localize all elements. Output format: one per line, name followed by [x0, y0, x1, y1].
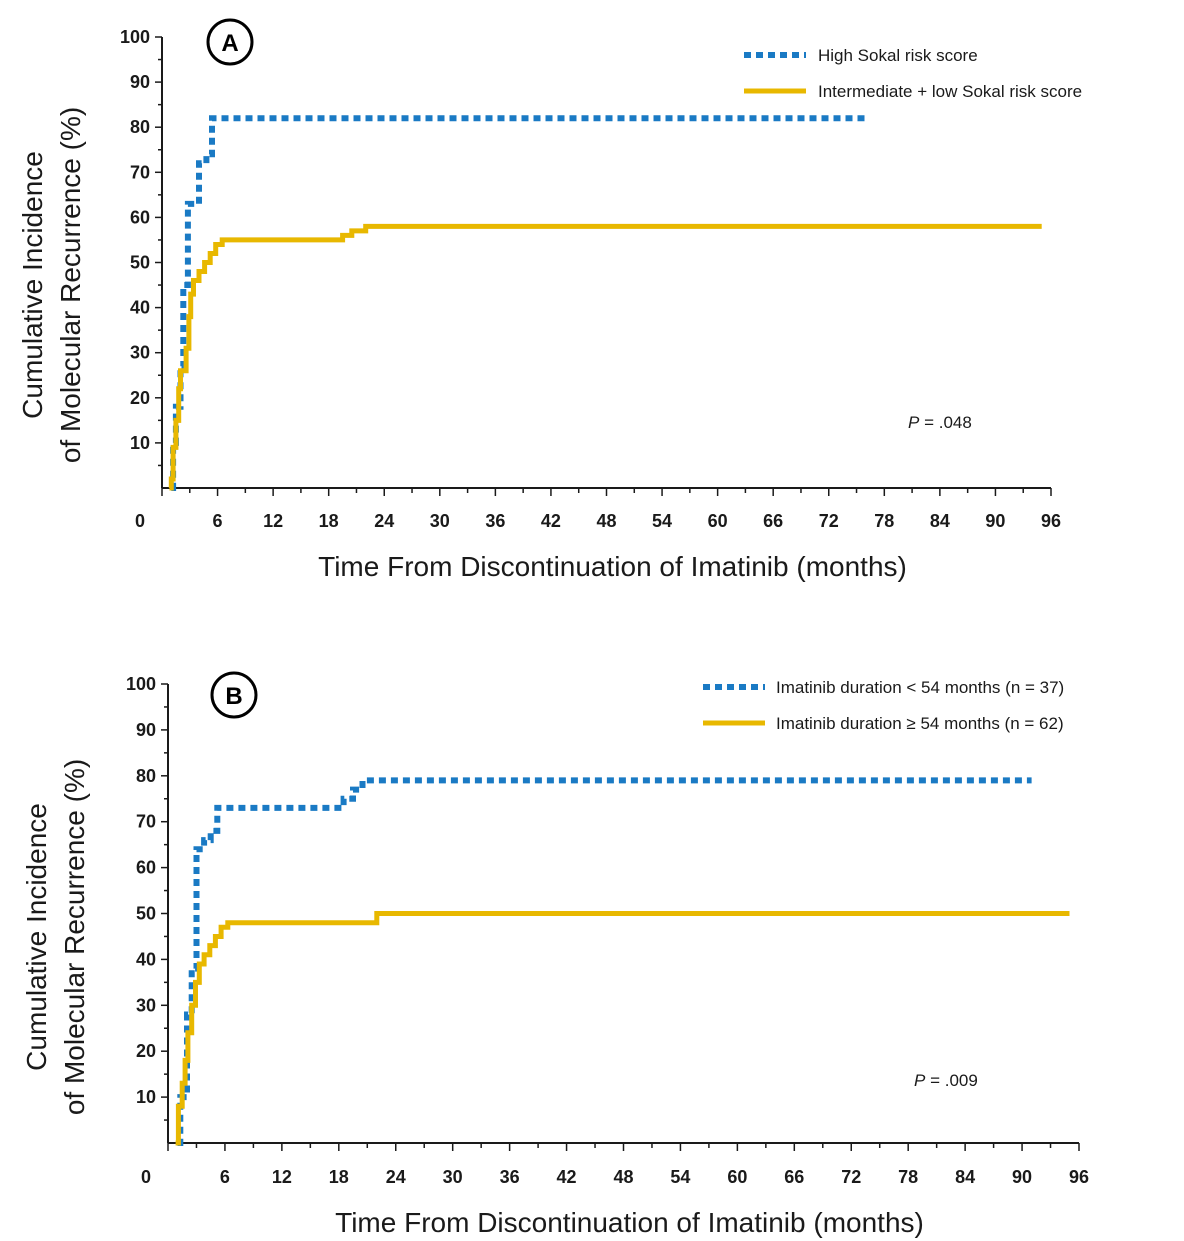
p-value-annotation: P = .009 [914, 1071, 978, 1090]
series-line-solid [168, 223, 1042, 491]
panel-b: 10 20 30 40 50 60 70 80 90 100 0 6 12 18 24 30 36 42 48 54 6… [21, 671, 1089, 1238]
y-tick-label: 70 [130, 162, 150, 182]
x-tick-label: 96 [1041, 511, 1061, 531]
p-value-symbol: P [914, 1071, 926, 1090]
x-tick-label: 66 [784, 1167, 804, 1187]
x-tick-label: 42 [541, 511, 561, 531]
x-tick-label: 90 [985, 511, 1005, 531]
legend-a: High Sokal risk score Intermediate + low … [744, 46, 1082, 101]
y-axis-title-line1: Cumulative Incidence [21, 803, 52, 1071]
x-tick-label: 54 [670, 1167, 690, 1187]
legend-entry-label: Imatinib duration ≥ 54 months (n = 62) [776, 714, 1064, 733]
panel-label: B [225, 683, 242, 710]
y-tick-label: 10 [136, 1087, 156, 1107]
y-tick-label: 70 [136, 812, 156, 832]
x-tick-label: 24 [374, 511, 394, 531]
y-tick-label: 50 [130, 253, 150, 273]
p-value-number: = .009 [925, 1071, 977, 1090]
y-axis-title-line2: of Molecular Recurrence (%) [59, 759, 90, 1115]
x-tick-label: 54 [652, 511, 672, 531]
series-line-solid [175, 911, 1070, 1146]
y-axis-title-line1: Cumulative Incidence [17, 151, 48, 419]
x-tick-label: 18 [329, 1167, 349, 1187]
panel-a: 10 20 30 40 50 60 70 80 90 100 0 6 12 18 24 30 36 42 48 54 6… [17, 18, 1082, 582]
x-tick-label: 36 [500, 1167, 520, 1187]
series-group-b [175, 777, 1070, 1146]
x-tick-label: 6 [213, 511, 223, 531]
panel-label: A [221, 30, 238, 57]
x-tick-label: 30 [443, 1167, 463, 1187]
x-tick-label: 18 [319, 511, 339, 531]
x-tick-label: 12 [263, 511, 283, 531]
y-tick-label: 40 [130, 298, 150, 318]
p-value-number: = .048 [919, 413, 971, 432]
axes-a: 10 20 30 40 50 60 70 80 90 100 0 6 12 18 24 30 36 42 48 54 6… [120, 27, 1061, 531]
x-tick-label: 72 [819, 511, 839, 531]
p-value-symbol: P [908, 413, 920, 432]
x-tick-label: 78 [874, 511, 894, 531]
y-tick-label: 100 [120, 27, 150, 47]
series-group-a [168, 115, 1042, 491]
x-tick-label: 60 [727, 1167, 747, 1187]
y-tick-label: 20 [136, 1041, 156, 1061]
p-value-annotation: P = .048 [908, 413, 972, 432]
x-tick-label: 84 [955, 1167, 975, 1187]
x-tick-label: 42 [557, 1167, 577, 1187]
x-tick-label: 60 [708, 511, 728, 531]
y-tick-label: 20 [130, 388, 150, 408]
series-line-dashed [177, 777, 1032, 1146]
x-tick-label: 66 [763, 511, 783, 531]
x-tick-label: 30 [430, 511, 450, 531]
y-tick-label: 30 [136, 995, 156, 1015]
legend-entry-label: Imatinib duration < 54 months (n = 37) [776, 678, 1064, 697]
y-axis-title-line2: of Molecular Recurrence (%) [55, 107, 86, 463]
legend-entry-label: Intermediate + low Sokal risk score [818, 82, 1082, 101]
x-tick-label: 90 [1012, 1167, 1032, 1187]
x-tick-label: 36 [485, 511, 505, 531]
y-tick-label: 10 [130, 433, 150, 453]
x-axis-title: Time From Discontinuation of Imatinib (m… [318, 551, 907, 582]
y-tick-label: 80 [130, 117, 150, 137]
x-tick-label: 78 [898, 1167, 918, 1187]
legend-b: Imatinib duration < 54 months (n = 37) Im… [703, 678, 1064, 733]
y-tick-label: 80 [136, 766, 156, 786]
series-line-dashed [170, 115, 866, 491]
x-tick-label: 48 [596, 511, 616, 531]
y-tick-label: 60 [130, 207, 150, 227]
x-tick-label: 0 [135, 511, 145, 531]
x-tick-label: 12 [272, 1167, 292, 1187]
x-axis-title: Time From Discontinuation of Imatinib (m… [335, 1207, 924, 1238]
x-tick-label: 96 [1069, 1167, 1089, 1187]
y-tick-label: 90 [130, 72, 150, 92]
x-tick-label: 84 [930, 511, 950, 531]
x-tick-label: 6 [220, 1167, 230, 1187]
legend-entry-label: High Sokal risk score [818, 46, 978, 65]
panel-label-badge [210, 671, 258, 719]
y-tick-label: 50 [136, 904, 156, 924]
x-tick-label: 0 [141, 1167, 151, 1187]
y-tick-label: 30 [130, 343, 150, 363]
x-tick-label: 24 [386, 1167, 406, 1187]
y-tick-label: 90 [136, 720, 156, 740]
x-tick-label: 72 [841, 1167, 861, 1187]
y-tick-label: 60 [136, 858, 156, 878]
x-tick-label: 48 [613, 1167, 633, 1187]
panel-label-badge [206, 18, 254, 66]
axes-b: 10 20 30 40 50 60 70 80 90 100 0 6 12 18 24 30 36 42 48 54 6… [126, 674, 1089, 1187]
y-tick-label: 40 [136, 949, 156, 969]
y-tick-label: 100 [126, 674, 156, 694]
